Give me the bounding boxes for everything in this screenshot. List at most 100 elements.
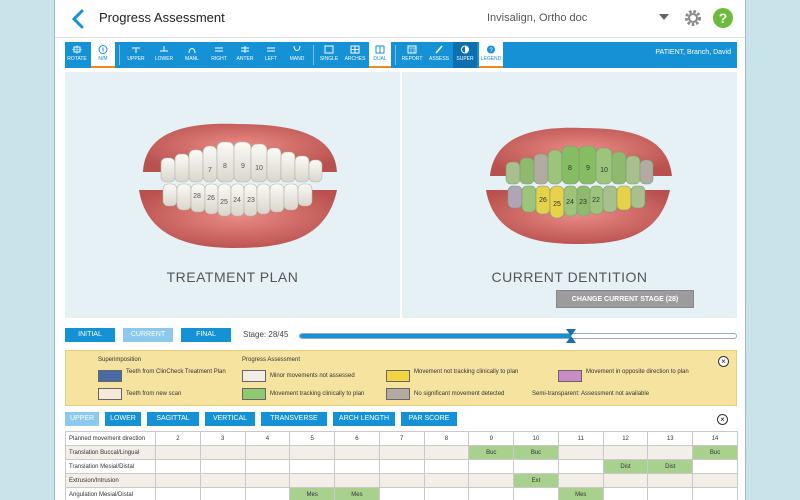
movement-cell[interactable] (199, 445, 246, 460)
movement-cell[interactable] (155, 473, 201, 488)
movement-cell[interactable] (423, 459, 470, 474)
movement-cell[interactable] (647, 487, 694, 500)
toolbar-anter[interactable]: ANTER (233, 42, 257, 68)
movement-cell[interactable] (378, 459, 425, 474)
toolbar-nm[interactable]: N/M (91, 42, 115, 68)
movement-cell[interactable] (557, 473, 604, 488)
movement-cell[interactable]: Buc (468, 445, 515, 460)
toolbar-manl[interactable]: MANL (179, 42, 205, 68)
legend-swatch-opposite (558, 370, 582, 382)
toolbar-left[interactable]: LEFT (259, 42, 283, 68)
movement-cell[interactable] (199, 459, 246, 474)
movement-cell[interactable] (602, 487, 649, 500)
movement-cell[interactable] (334, 459, 380, 474)
movement-cell[interactable] (378, 487, 425, 500)
left-view-icon (267, 47, 275, 52)
toolbar-single[interactable]: SINGLE (317, 42, 341, 68)
toolbar-assess[interactable]: ASSESS (427, 42, 451, 68)
progress-assessment-heading: Progress Assessment (242, 357, 301, 363)
movement-cell[interactable] (289, 445, 336, 460)
toolbar-report[interactable]: REPORT (399, 42, 425, 68)
tab-arch-length[interactable]: ARCH LENGTH (333, 412, 395, 426)
current-button[interactable]: CURRENT (123, 328, 173, 342)
initial-button[interactable]: INITIAL (65, 328, 115, 342)
movement-cell[interactable]: Dist (602, 459, 649, 474)
movement-cell[interactable] (692, 473, 738, 488)
movement-cell[interactable] (692, 487, 738, 500)
movement-cell[interactable]: Dist (647, 459, 694, 474)
user-selector[interactable]: Invisalign, Ortho doc (487, 12, 588, 24)
back-arrow-icon[interactable] (69, 8, 87, 30)
treatment-plan-view[interactable]: 7 8 9 10 24 25 26 23 28 TREATMENT PLAN (65, 72, 400, 318)
movement-cell[interactable] (289, 473, 336, 488)
current-dentition-view[interactable]: 8 9 10 24 25 26 22 23 CURRENT DENTITION … (402, 72, 737, 318)
model-viewports: 7 8 9 10 24 25 26 23 28 TREATMENT PLAN (65, 72, 737, 318)
tab-par-score[interactable]: PAR SCORE (401, 412, 457, 426)
movement-cell[interactable] (513, 459, 559, 474)
table-row: Angulation Mesial/Distal Mes Mes Mes (65, 487, 738, 500)
help-icon[interactable]: ? (713, 8, 733, 28)
movement-cell[interactable] (423, 487, 470, 500)
right-view-icon (215, 47, 223, 52)
chevron-down-icon[interactable] (659, 14, 669, 20)
movement-cell[interactable] (468, 487, 515, 500)
toolbar-legend[interactable]: ? LEGEND (479, 42, 503, 68)
movement-cell[interactable] (602, 473, 649, 488)
movement-cell[interactable]: Mes (334, 487, 380, 500)
movement-cell[interactable] (378, 445, 425, 460)
movement-cell[interactable] (199, 487, 246, 500)
tab-sagittal[interactable]: SAGITTAL (147, 412, 199, 426)
final-button[interactable]: FINAL (181, 328, 231, 342)
movement-cell[interactable] (647, 473, 694, 488)
gear-icon[interactable] (683, 8, 703, 28)
tab-vertical[interactable]: VERTICAL (205, 412, 255, 426)
toolbar-super[interactable]: SUPER (453, 42, 477, 68)
upper-jaw-icon (132, 47, 140, 53)
movement-cell[interactable] (513, 487, 559, 500)
slider-thumb-icon[interactable] (566, 329, 577, 343)
change-current-stage-button[interactable]: CHANGE CURRENT STAGE (28) (556, 290, 694, 308)
movement-cell[interactable] (155, 487, 201, 500)
movement-cell[interactable] (378, 473, 425, 488)
movement-cell[interactable] (557, 459, 604, 474)
movement-cell[interactable] (199, 473, 246, 488)
movement-cell[interactable] (557, 445, 604, 460)
toolbar-lower[interactable]: LOWER (151, 42, 177, 68)
movement-cell[interactable] (334, 445, 380, 460)
movement-cell[interactable] (423, 473, 470, 488)
close-legend-icon[interactable]: × (718, 356, 729, 367)
movement-cell[interactable] (647, 445, 694, 460)
toolbar-right[interactable]: RIGHT (207, 42, 231, 68)
stage-slider[interactable] (299, 329, 737, 343)
movement-cell[interactable]: Ext (513, 473, 559, 488)
movement-cell[interactable] (468, 473, 515, 488)
tab-upper[interactable]: UPPER (65, 412, 99, 426)
movement-cell[interactable] (468, 459, 515, 474)
movement-cell[interactable] (692, 459, 738, 474)
toolbar-arches[interactable]: ARCHES (343, 42, 367, 68)
movement-cell[interactable] (244, 445, 291, 460)
tab-lower[interactable]: LOWER (105, 412, 141, 426)
movement-cell[interactable] (334, 473, 380, 488)
movement-cell[interactable] (155, 445, 201, 460)
movement-cell[interactable]: Buc (513, 445, 559, 460)
movement-cell[interactable] (244, 459, 291, 474)
movement-cell[interactable]: Mes (289, 487, 336, 500)
close-table-icon[interactable]: × (717, 414, 728, 425)
movement-cell[interactable]: Buc (692, 445, 738, 460)
svg-text:22: 22 (592, 197, 600, 204)
movement-cell[interactable] (602, 445, 649, 460)
movement-cell[interactable]: Mes (557, 487, 604, 500)
movement-cell[interactable] (155, 459, 201, 474)
movement-cell[interactable] (289, 459, 336, 474)
tooth-number-header: 14 (692, 431, 738, 446)
anterior-view-icon (241, 46, 249, 53)
toolbar-dual[interactable]: DUAL (369, 42, 391, 68)
movement-cell[interactable] (244, 473, 291, 488)
movement-cell[interactable] (423, 445, 470, 460)
toolbar-upper[interactable]: UPPER (123, 42, 149, 68)
movement-cell[interactable] (244, 487, 291, 500)
tab-transverse[interactable]: TRANSVERSE (261, 412, 327, 426)
toolbar-rotate[interactable]: ROTATE (65, 42, 89, 68)
toolbar-mand[interactable]: MAND (285, 42, 309, 68)
